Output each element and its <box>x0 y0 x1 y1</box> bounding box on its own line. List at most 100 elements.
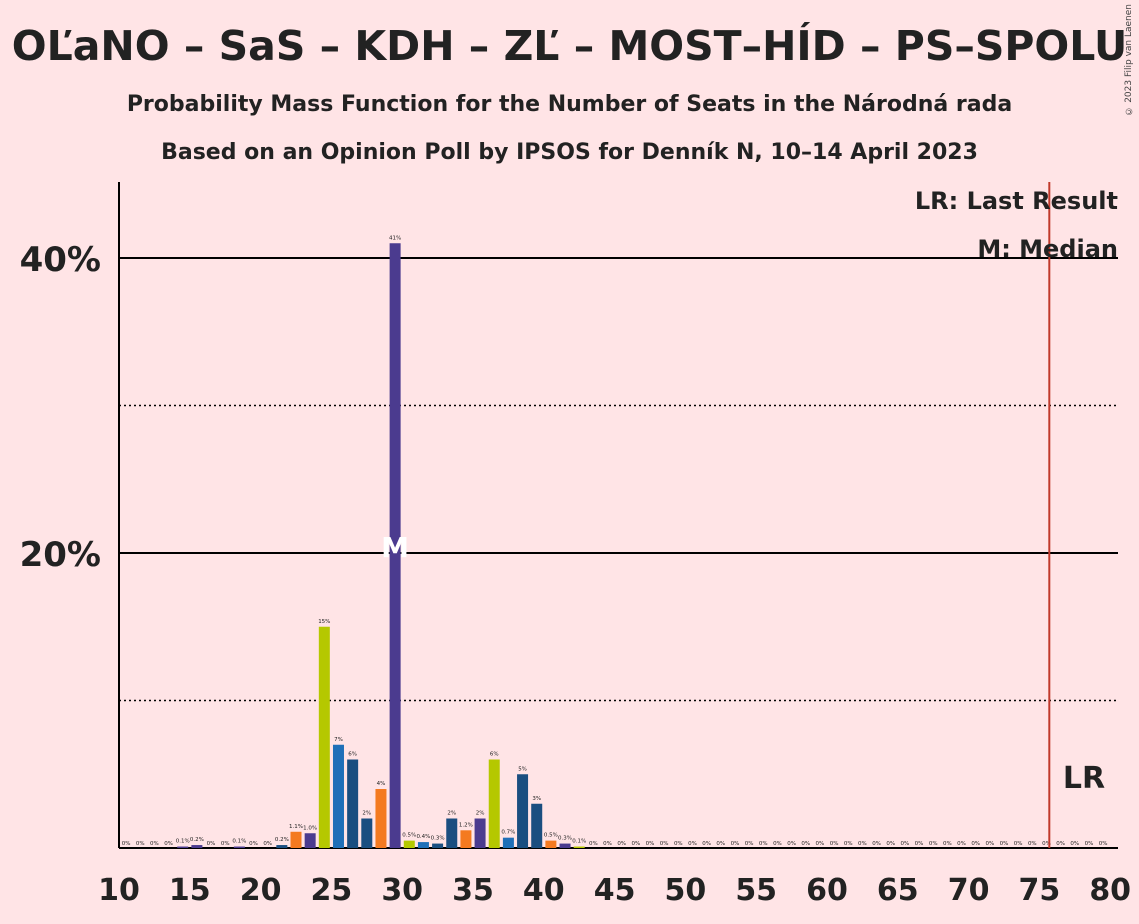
bar-label-seat-78: 0% <box>1070 841 1079 847</box>
bar-label-seat-63: 0% <box>858 841 867 847</box>
bar-label-seat-22: 0.2% <box>275 837 289 843</box>
bar-label-seat-34: 2% <box>447 811 456 817</box>
x-tick-label: 65 <box>877 873 919 908</box>
bar-seat-43 <box>573 846 585 848</box>
bar-label-seat-47: 0% <box>631 841 640 847</box>
bar-label-seat-73: 0% <box>1000 841 1009 847</box>
bar-label-seat-45: 0% <box>603 841 612 847</box>
bar-label-seat-18: 0% <box>221 841 230 847</box>
bar-label-seat-67: 0% <box>915 841 924 847</box>
bar-label-seat-61: 0% <box>830 841 839 847</box>
legend-median: M: Median <box>977 235 1118 263</box>
x-tick-label: 55 <box>735 873 777 908</box>
bar-seat-35 <box>460 830 472 848</box>
bar-label-seat-62: 0% <box>844 841 853 847</box>
bar-label-seat-54: 0% <box>731 841 740 847</box>
bar-label-seat-30: 41% <box>389 235 401 241</box>
bar-seat-28 <box>361 818 373 848</box>
bar-label-seat-46: 0% <box>617 841 626 847</box>
bar-label-seat-13: 0% <box>150 841 159 847</box>
bar-seat-40 <box>531 803 543 848</box>
bar-label-seat-26: 7% <box>334 737 343 743</box>
bar-label-seat-27: 6% <box>348 752 357 758</box>
bar-label-seat-53: 0% <box>716 841 725 847</box>
bar-seat-42 <box>559 843 571 848</box>
bar-label-seat-80: 0% <box>1099 841 1108 847</box>
bar-seat-26 <box>332 744 344 848</box>
x-tick-label: 75 <box>1019 873 1061 908</box>
x-tick-label: 15 <box>169 873 211 908</box>
bar-seat-27 <box>347 759 359 848</box>
bar-label-seat-42: 0.3% <box>558 836 572 842</box>
bar-label-seat-56: 0% <box>759 841 768 847</box>
bar-labels: 0% 0% 0% 0% 0.1% 0.2%0% 0% 0.1% 0% 0%0.2%1.1% 1.0%… <box>122 235 1108 847</box>
bar-label-seat-68: 0% <box>929 841 938 847</box>
bar-seat-33 <box>432 843 444 848</box>
bar-seat-23 <box>290 831 302 848</box>
x-tick-label: 20 <box>240 873 282 908</box>
grid-lines <box>119 257 1118 702</box>
bar-label-seat-75: 0% <box>1028 841 1037 847</box>
bar-label-seat-55: 0% <box>745 841 754 847</box>
bar-label-seat-29: 4% <box>377 781 386 787</box>
bar-label-seat-25: 15% <box>318 619 330 625</box>
x-tick-label: 70 <box>948 873 990 908</box>
x-tick-label: 45 <box>594 873 636 908</box>
bar-label-seat-51: 0% <box>688 841 697 847</box>
bar-label-seat-11: 0% <box>122 841 131 847</box>
bar-label-seat-48: 0% <box>646 841 655 847</box>
y-tick-label: 40% <box>20 240 101 280</box>
bar-label-seat-24: 1.0% <box>303 825 317 831</box>
bar-label-seat-69: 0% <box>943 841 952 847</box>
bar-seat-39 <box>517 774 529 848</box>
bar-label-seat-64: 0% <box>872 841 881 847</box>
chart-subtitle: Probability Mass Function for the Number… <box>126 92 1013 117</box>
bar-label-seat-49: 0% <box>660 841 669 847</box>
bar-seat-30 <box>389 243 401 848</box>
bar-label-seat-77: 0% <box>1056 841 1065 847</box>
chart-title: OĽaNO – SaS – KDH – ZĽ – MOST–HÍD – PS–S… <box>11 22 1128 70</box>
bar-label-seat-15: 0.1% <box>176 839 190 845</box>
bar-label-seat-21: 0% <box>263 841 272 847</box>
bar-seat-41 <box>545 840 557 848</box>
bar-label-seat-41: 0.5% <box>544 833 558 839</box>
bar-label-seat-36: 2% <box>476 811 485 817</box>
bar-seat-19 <box>233 846 245 848</box>
bar-label-seat-43: 0.1% <box>572 839 586 845</box>
y-tick-label: 20% <box>20 535 101 575</box>
bar-label-seat-33: 0.3% <box>431 836 445 842</box>
bar-label-seat-28: 2% <box>362 811 371 817</box>
x-tick-label: 10 <box>98 873 140 908</box>
bars <box>177 243 585 848</box>
bar-label-seat-31: 0.5% <box>402 833 416 839</box>
bar-label-seat-19: 0.1% <box>232 839 246 845</box>
bar-label-seat-32: 0.4% <box>416 834 430 840</box>
bar-label-seat-66: 0% <box>901 841 910 847</box>
bar-label-seat-57: 0% <box>773 841 782 847</box>
bar-label-seat-17: 0% <box>207 841 216 847</box>
bar-label-seat-65: 0% <box>886 841 895 847</box>
bar-label-seat-20: 0% <box>249 841 258 847</box>
bar-label-seat-44: 0% <box>589 841 598 847</box>
chart-source: Based on an Opinion Poll by IPSOS for De… <box>161 140 978 165</box>
bar-seat-38 <box>502 837 514 848</box>
bar-label-seat-71: 0% <box>971 841 980 847</box>
x-tick-label: 60 <box>806 873 848 908</box>
last-result-label: LR <box>1063 761 1105 796</box>
bar-label-seat-35: 1.2% <box>459 822 473 828</box>
x-tick-label: 35 <box>452 873 494 908</box>
bar-seat-15 <box>177 846 189 848</box>
axes: 20% 40% 10 15 20 25 30 35 40 45 50 55 60 65 70 75 80 <box>20 182 1131 908</box>
bar-seat-37 <box>488 759 500 848</box>
bar-seat-22 <box>276 845 288 848</box>
bar-seat-29 <box>375 789 387 848</box>
bar-seat-32 <box>417 842 429 848</box>
bar-label-seat-52: 0% <box>702 841 711 847</box>
bar-label-seat-72: 0% <box>985 841 994 847</box>
median-marker: M <box>381 531 409 564</box>
bar-seat-25 <box>318 626 330 848</box>
bar-label-seat-14: 0% <box>164 841 173 847</box>
x-tick-label: 25 <box>311 873 353 908</box>
x-tick-label: 30 <box>381 873 423 908</box>
